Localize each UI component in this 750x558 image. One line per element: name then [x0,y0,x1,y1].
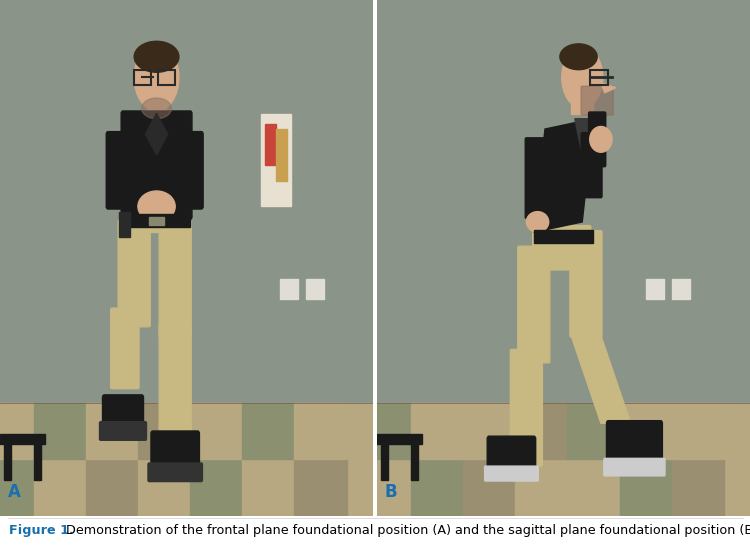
FancyBboxPatch shape [122,111,192,219]
Bar [534,230,593,243]
Polygon shape [601,83,616,93]
Bar [190,403,242,459]
FancyBboxPatch shape [148,463,202,482]
Bar [86,403,138,459]
Ellipse shape [138,191,176,222]
Polygon shape [574,119,593,155]
FancyBboxPatch shape [103,395,143,436]
Bar [261,114,291,206]
FancyBboxPatch shape [488,436,536,478]
Ellipse shape [560,44,597,70]
Text: Figure 1.: Figure 1. [9,525,74,537]
FancyBboxPatch shape [111,308,139,389]
FancyBboxPatch shape [181,132,203,209]
Bar [149,217,164,224]
Bar [0,403,34,459]
Bar [672,403,724,459]
FancyBboxPatch shape [100,422,146,440]
FancyBboxPatch shape [159,220,191,337]
Bar [86,459,138,516]
Bar [567,459,620,516]
Bar [377,403,750,516]
Bar [306,278,324,299]
FancyBboxPatch shape [151,431,200,478]
Bar [381,444,388,480]
Bar [0,459,34,516]
FancyBboxPatch shape [525,138,546,218]
FancyBboxPatch shape [518,246,550,363]
Polygon shape [146,113,157,155]
FancyBboxPatch shape [154,173,177,219]
Bar [123,211,190,232]
Polygon shape [571,335,631,423]
FancyBboxPatch shape [510,349,542,466]
Bar [567,403,620,459]
FancyBboxPatch shape [484,466,538,481]
Bar [295,459,346,516]
Text: A: A [8,483,20,501]
Bar [571,88,593,113]
FancyBboxPatch shape [106,132,128,209]
Bar [377,434,422,444]
Bar [34,459,86,516]
FancyBboxPatch shape [607,421,662,467]
FancyBboxPatch shape [581,86,614,115]
FancyBboxPatch shape [136,173,158,219]
Bar [4,444,11,480]
Bar [672,459,724,516]
Bar [620,459,672,516]
Bar [411,459,463,516]
FancyBboxPatch shape [118,220,150,327]
Bar [123,214,190,227]
Bar [590,70,608,85]
Bar [0,0,373,413]
Polygon shape [534,119,593,232]
Ellipse shape [134,44,179,111]
Bar [672,278,690,299]
FancyBboxPatch shape [159,324,191,440]
Bar [358,403,411,459]
Bar [242,459,295,516]
Ellipse shape [590,127,612,152]
Bar [134,70,151,85]
Bar [276,129,287,181]
FancyBboxPatch shape [604,458,665,476]
Bar [463,403,515,459]
Ellipse shape [134,41,179,72]
Bar [0,403,373,516]
Polygon shape [157,113,168,155]
Text: B: B [385,483,398,501]
Bar [138,403,190,459]
Bar [119,211,130,238]
Bar [358,459,411,516]
Bar [242,403,295,459]
Ellipse shape [142,98,172,119]
Text: Demonstration of the frontal plane foundational position (A) and the sagittal pl: Demonstration of the frontal plane found… [62,525,750,537]
Bar [280,278,298,299]
Bar [377,0,750,413]
Bar [411,444,419,480]
Bar [646,278,664,299]
Bar [411,403,463,459]
Bar [265,124,276,165]
Bar [190,459,242,516]
FancyBboxPatch shape [570,230,602,337]
Bar [147,93,166,113]
Bar [295,403,346,459]
FancyBboxPatch shape [581,133,602,198]
FancyBboxPatch shape [532,225,591,270]
Bar [0,434,45,444]
Bar [620,403,672,459]
Bar [158,70,176,85]
Ellipse shape [526,211,549,232]
Bar [515,403,567,459]
Bar [138,459,190,516]
Ellipse shape [562,46,603,108]
Bar [515,459,567,516]
Bar [463,459,515,516]
Bar [34,444,41,480]
Bar [34,403,86,459]
FancyBboxPatch shape [589,112,606,167]
